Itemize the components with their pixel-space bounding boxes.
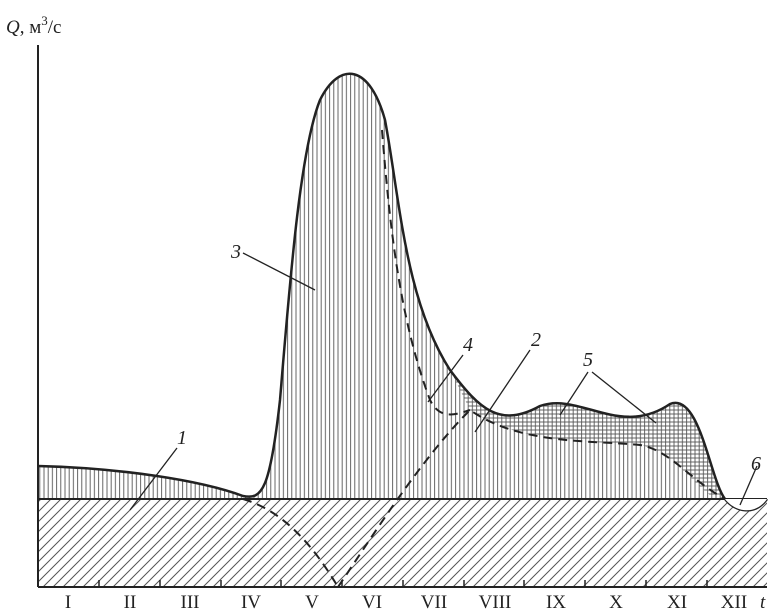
- month-label: XII: [721, 592, 747, 612]
- rain-flood-region-horizontal-hatch: [450, 370, 725, 499]
- month-label: VI: [362, 592, 382, 612]
- callout-1: 1: [177, 427, 187, 449]
- month-label: II: [124, 592, 137, 612]
- recession-dashed-curve-4: [381, 129, 471, 416]
- hydrograph-curve: [37, 72, 769, 512]
- month-label: XI: [667, 592, 687, 612]
- callout-2: 2: [531, 329, 541, 351]
- groundwater-dashed-curve-2: [337, 408, 726, 588]
- callout-5: 5: [583, 349, 593, 371]
- month-labels: I II III IV V VI VII VIII IX X XI XII: [65, 592, 747, 612]
- month-label: X: [609, 592, 623, 612]
- x-axis-ticks: [98, 580, 708, 587]
- flood-region-vertical-hatch: [38, 73, 725, 500]
- month-label: V: [305, 592, 319, 612]
- y-axis-title: Q, м3/с: [6, 13, 61, 38]
- base-flow-region: [38, 499, 767, 587]
- month-label: VII: [421, 592, 447, 612]
- x-axis-var: t: [760, 592, 766, 612]
- month-label: III: [181, 592, 200, 612]
- callout-3: 3: [230, 241, 241, 263]
- callout-4: 4: [463, 334, 473, 356]
- month-label: IV: [241, 592, 261, 612]
- callout-6: 6: [751, 453, 761, 475]
- month-label: I: [65, 592, 71, 612]
- month-label: IX: [546, 592, 566, 612]
- winter-dip-region: [725, 499, 767, 511]
- month-label: VIII: [479, 592, 512, 612]
- callout-leaders: [129, 252, 758, 511]
